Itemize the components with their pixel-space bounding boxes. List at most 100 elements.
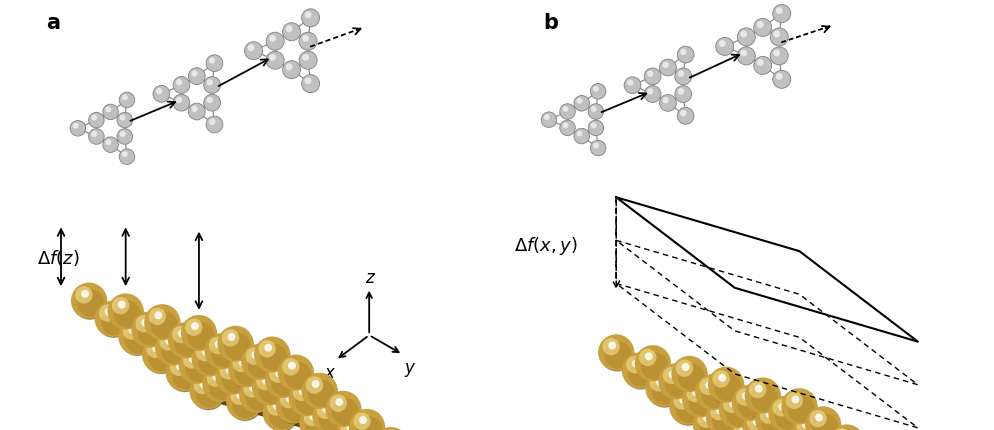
Circle shape [650, 374, 667, 392]
Circle shape [675, 86, 692, 103]
Circle shape [787, 396, 815, 423]
Circle shape [183, 351, 201, 369]
Circle shape [699, 414, 727, 430]
Circle shape [156, 89, 162, 95]
Circle shape [254, 373, 287, 406]
Circle shape [176, 98, 182, 104]
Circle shape [789, 428, 797, 430]
Circle shape [222, 366, 248, 393]
Circle shape [155, 330, 191, 366]
Circle shape [304, 376, 337, 409]
Circle shape [340, 420, 358, 430]
Circle shape [742, 392, 749, 400]
Circle shape [168, 322, 204, 359]
Circle shape [679, 396, 687, 404]
Circle shape [117, 129, 132, 145]
Circle shape [168, 359, 202, 392]
Circle shape [299, 33, 317, 51]
Circle shape [746, 414, 764, 430]
Circle shape [719, 41, 726, 48]
Circle shape [672, 392, 705, 425]
Circle shape [251, 351, 259, 359]
Circle shape [732, 385, 768, 421]
Circle shape [301, 75, 320, 93]
Circle shape [602, 338, 620, 356]
Circle shape [179, 348, 215, 384]
Circle shape [226, 366, 234, 374]
Circle shape [174, 330, 202, 357]
Polygon shape [616, 362, 917, 430]
Circle shape [719, 428, 752, 430]
Circle shape [676, 396, 703, 423]
Circle shape [693, 407, 730, 430]
Text: x: x [324, 363, 334, 381]
Circle shape [148, 308, 166, 326]
Circle shape [128, 326, 136, 334]
Circle shape [541, 113, 557, 128]
Circle shape [82, 290, 89, 298]
Circle shape [678, 89, 684, 95]
Circle shape [198, 348, 225, 375]
Circle shape [258, 377, 285, 404]
Circle shape [204, 77, 221, 94]
Circle shape [173, 77, 190, 94]
Circle shape [200, 381, 208, 388]
Circle shape [205, 369, 238, 402]
Circle shape [577, 131, 582, 137]
Circle shape [779, 421, 815, 430]
Circle shape [608, 342, 616, 350]
Circle shape [644, 69, 661, 86]
Circle shape [689, 389, 716, 416]
Circle shape [751, 385, 778, 412]
Circle shape [811, 414, 839, 430]
Circle shape [716, 38, 734, 56]
Circle shape [632, 360, 640, 368]
Circle shape [216, 359, 251, 395]
Text: $\Delta f(z)$: $\Delta f(z)$ [38, 247, 80, 267]
Circle shape [206, 117, 223, 134]
Circle shape [153, 86, 170, 103]
Circle shape [302, 36, 309, 43]
Circle shape [104, 308, 112, 316]
Circle shape [717, 425, 752, 430]
Circle shape [831, 428, 865, 430]
Circle shape [218, 362, 250, 395]
Circle shape [282, 61, 300, 80]
Circle shape [677, 47, 694, 64]
Circle shape [74, 286, 106, 319]
Circle shape [588, 104, 603, 120]
Circle shape [189, 355, 197, 363]
Circle shape [231, 387, 248, 405]
Circle shape [660, 95, 676, 112]
Circle shape [144, 341, 178, 374]
Circle shape [338, 420, 372, 430]
Circle shape [775, 8, 782, 15]
Circle shape [269, 36, 276, 43]
Circle shape [798, 421, 826, 430]
Circle shape [656, 378, 664, 386]
Circle shape [218, 326, 253, 362]
Circle shape [304, 409, 321, 427]
Circle shape [120, 322, 154, 356]
Circle shape [671, 356, 708, 392]
Circle shape [725, 399, 752, 427]
Circle shape [269, 366, 286, 383]
Circle shape [563, 107, 569, 113]
Circle shape [770, 48, 788, 66]
Circle shape [260, 344, 287, 371]
Circle shape [269, 402, 296, 429]
Circle shape [700, 378, 717, 395]
Circle shape [669, 389, 706, 425]
Circle shape [740, 425, 747, 430]
Circle shape [204, 95, 221, 112]
Circle shape [781, 388, 817, 424]
Circle shape [778, 403, 786, 411]
Circle shape [246, 384, 272, 411]
Circle shape [282, 24, 300, 42]
Circle shape [708, 403, 742, 430]
Circle shape [202, 348, 210, 356]
Circle shape [745, 378, 781, 414]
Circle shape [710, 403, 728, 421]
Circle shape [302, 55, 309, 61]
Circle shape [644, 86, 661, 103]
